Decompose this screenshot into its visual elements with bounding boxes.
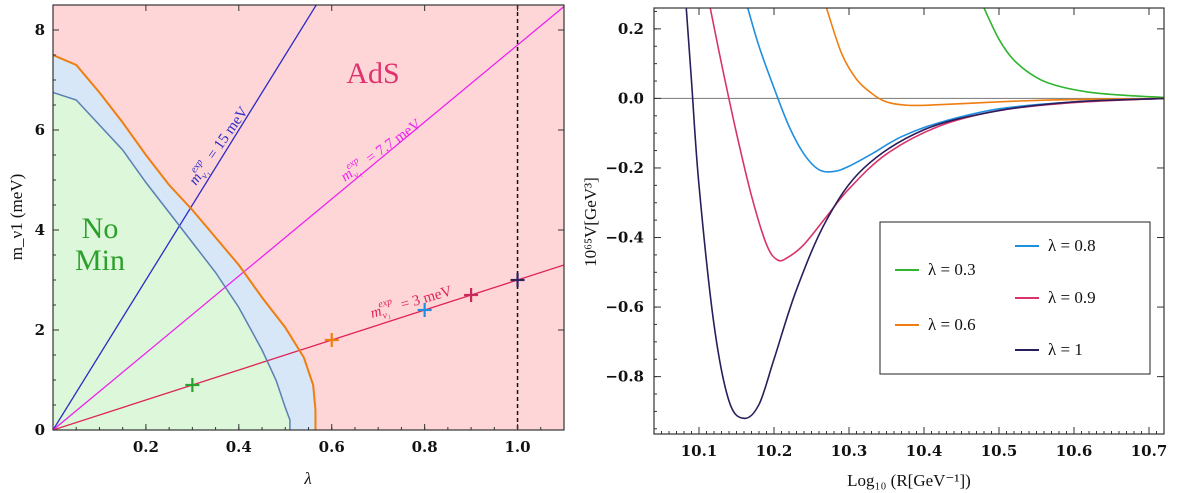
legend-item-3: λ = 0.9 — [1015, 288, 1096, 307]
markers — [185, 273, 525, 392]
series-line-0 — [983, 8, 1164, 99]
exp-line-3meV — [53, 264, 564, 430]
legend-item-4: λ = 1 — [1015, 340, 1083, 359]
legend-label: λ = 0.9 — [1048, 288, 1096, 307]
series-line-2 — [746, 8, 1164, 173]
left-x-axis-label: λ — [303, 469, 311, 488]
marker-3 — [464, 288, 479, 302]
right-xtick-label: 10.3 — [831, 442, 868, 460]
inner-boundary — [53, 91, 291, 430]
no-min-label-line1: No — [82, 212, 119, 245]
marker-0 — [185, 378, 200, 392]
left-ytick-label: 6 — [35, 121, 45, 139]
no-min-label-line2: Min — [75, 244, 125, 277]
right-ytick-label: −0.8 — [605, 368, 644, 386]
left-y-axis-label: m_ν1 (meV) — [7, 174, 26, 261]
potential-curves — [685, 8, 1164, 420]
right-xtick-label: 10.1 — [681, 442, 718, 460]
legend-label: λ = 0.8 — [1048, 236, 1096, 255]
left-ytick-label: 8 — [35, 21, 45, 39]
legend-label: λ = 1 — [1048, 340, 1083, 359]
right-xtick-label: 10.2 — [756, 442, 793, 460]
left-ticks: 0.2 0.4 0.6 0.8 1.0 0 2 4 6 8 — [35, 5, 564, 456]
legend-item-2: λ = 0.8 — [1015, 236, 1096, 255]
right-xtick-label: 10.7 — [1131, 442, 1168, 460]
left-xtick-label: 0.6 — [319, 438, 345, 456]
ads-label: AdS — [346, 57, 399, 90]
right-xtick-label: 10.5 — [981, 442, 1018, 460]
exp-line-7p7meV — [53, 5, 564, 430]
legend-item-1: λ = 0.6 — [895, 315, 976, 334]
left-xtick-label: 0.8 — [412, 438, 438, 456]
marker-1 — [324, 333, 339, 347]
outer-boundary — [53, 54, 317, 430]
left-ytick-label: 2 — [35, 321, 45, 339]
right-ytick-label: 0.2 — [618, 20, 644, 38]
no-min-region — [53, 92, 290, 430]
left-ytick-label: 4 — [35, 221, 45, 239]
right-y-axis-label: 10⁶⁵V[GeV³] — [581, 177, 600, 267]
legend-label: λ = 0.6 — [928, 315, 976, 334]
legend-item-0: λ = 0.3 — [895, 260, 976, 279]
legend-label: λ = 0.3 — [928, 260, 976, 279]
right-xtick-label: 10.4 — [906, 442, 943, 460]
right-chart: 10.1 10.2 10.3 10.4 10.5 10.6 10.7 0.2 0.0 −0.2 −0… — [581, 7, 1167, 490]
marker-4 — [510, 273, 525, 287]
left-xtick-label: 0.2 — [133, 438, 159, 456]
exp-line-15meV — [53, 5, 318, 430]
legend: λ = 0.3 λ = 0.6 λ = 0.8 λ = 0.9 λ = 1 — [879, 221, 1151, 375]
right-ticks: 10.1 10.2 10.3 10.4 10.5 10.6 10.7 0.2 0.0 −0.2 −0… — [605, 8, 1167, 460]
right-xtick-label: 10.6 — [1056, 442, 1093, 460]
right-ytick-label: −0.2 — [605, 159, 644, 177]
marker-2 — [417, 303, 432, 317]
region-boundaries — [53, 54, 317, 430]
left-xtick-label: 0.4 — [226, 438, 252, 456]
left-ytick-label: 0 — [35, 421, 45, 439]
series-line-4 — [685, 8, 1164, 420]
series-line-1 — [825, 8, 1164, 107]
experimental-lines — [53, 5, 564, 430]
right-ytick-label: 0.0 — [618, 89, 644, 107]
left-xtick-label: 1.0 — [504, 438, 530, 456]
right-ytick-label: −0.6 — [605, 298, 644, 316]
right-x-axis-label: Log₁₀ (R[GeV⁻¹]) — [847, 471, 971, 490]
right-ytick-label: −0.4 — [605, 229, 644, 247]
